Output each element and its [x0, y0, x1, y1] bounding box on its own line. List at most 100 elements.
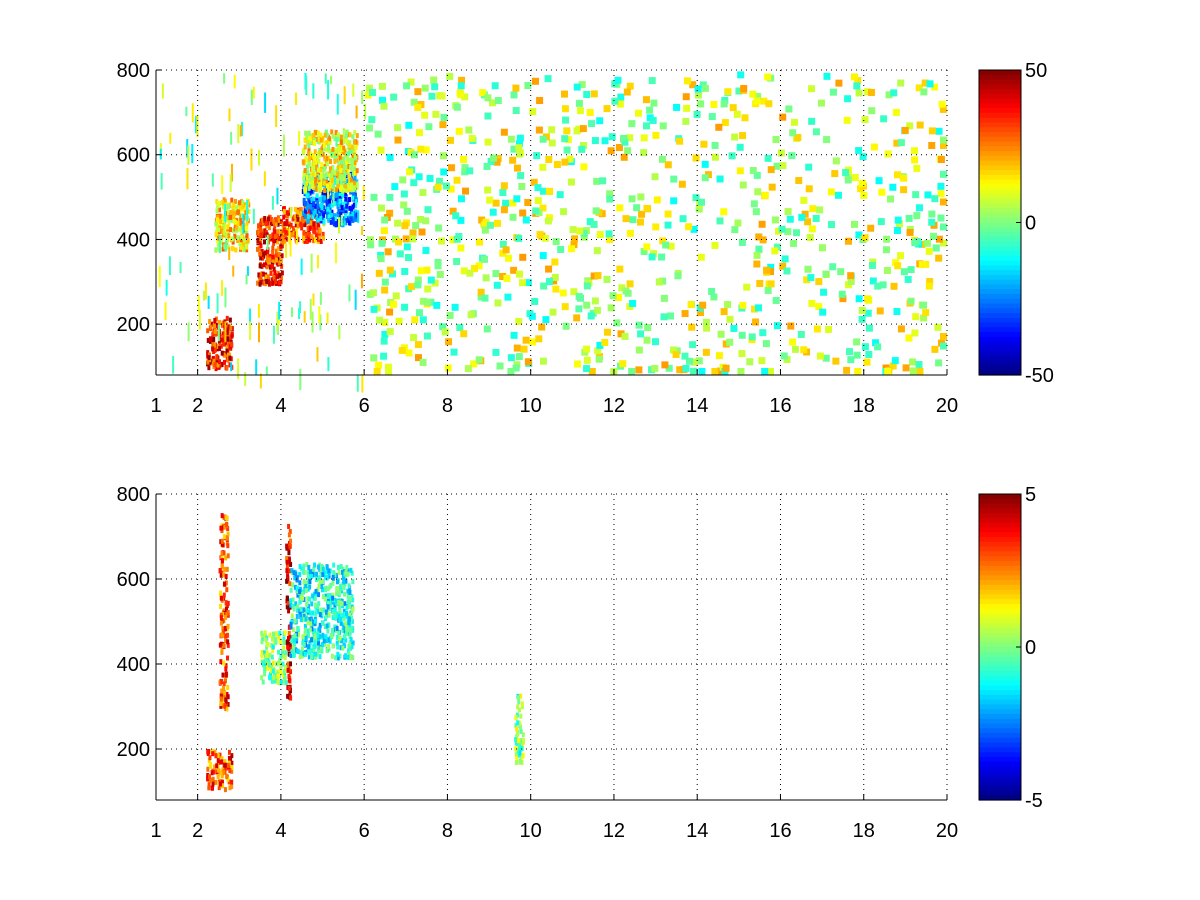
- heat-cell: [226, 543, 230, 549]
- heat-cell: [318, 182, 322, 188]
- heat-cell: [539, 135, 547, 143]
- heat-cell: [320, 180, 324, 186]
- heat-cell: [865, 350, 873, 358]
- colorbar-segment: [979, 336, 1021, 343]
- heat-cell: [901, 126, 909, 134]
- heat-cell: [542, 316, 550, 324]
- colorbar-segment: [979, 122, 1021, 128]
- heat-cell: [619, 360, 627, 368]
- heat-cell: [179, 262, 182, 274]
- heat-cell: [784, 208, 792, 216]
- heat-cell: [327, 144, 331, 150]
- heat-cell: [312, 154, 316, 160]
- heat-cell: [297, 210, 301, 216]
- heat-cell: [721, 119, 729, 127]
- heat-cell: [346, 151, 350, 157]
- heat-cell: [586, 108, 594, 116]
- heat-cell: [207, 352, 211, 358]
- colorbar-segment: [979, 594, 1021, 600]
- heat-cell: [260, 639, 264, 645]
- colorbar-tick-label: 50: [1025, 60, 1047, 82]
- heat-cell: [325, 161, 329, 167]
- heat-cell: [323, 641, 327, 647]
- heat-cell: [319, 173, 323, 179]
- heat-cell: [280, 219, 284, 225]
- heat-cell: [355, 168, 359, 174]
- heat-cell: [843, 116, 851, 124]
- heat-cell: [333, 572, 337, 578]
- heat-cell: [637, 218, 645, 226]
- heat-cell: [711, 241, 719, 249]
- heat-cell: [318, 622, 322, 628]
- heat-cell: [187, 322, 190, 342]
- heat-cell: [346, 593, 350, 599]
- heat-cell: [318, 575, 322, 581]
- heat-cell: [334, 242, 337, 264]
- heat-cell: [348, 633, 352, 639]
- heat-cell: [453, 176, 461, 184]
- x-tick-label: 12: [603, 395, 625, 417]
- heat-cell: [768, 183, 776, 191]
- heat-cell: [316, 632, 320, 638]
- heat-cell: [304, 616, 308, 622]
- heat-cell: [439, 152, 447, 160]
- heat-cell: [236, 220, 240, 226]
- heat-cell: [414, 276, 422, 284]
- heat-cell: [313, 172, 317, 178]
- heat-cell: [292, 570, 296, 576]
- heat-cell: [514, 746, 518, 752]
- heat-cell: [583, 345, 591, 353]
- heat-cell: [518, 279, 526, 287]
- heat-cell: [739, 132, 747, 140]
- heat-cell: [922, 309, 930, 317]
- heat-cell: [827, 221, 835, 229]
- heat-cell: [324, 192, 328, 198]
- heat-cell: [875, 177, 883, 185]
- heat-cell: [321, 190, 325, 196]
- heat-cell: [575, 99, 583, 107]
- colorbar-segment: [979, 289, 1021, 295]
- heat-cell: [609, 292, 617, 300]
- heat-cell: [310, 220, 314, 226]
- heat-cell: [642, 96, 650, 104]
- colorbar-segment: [979, 189, 1021, 195]
- heat-cell: [423, 266, 431, 274]
- heat-cell: [510, 331, 518, 339]
- y-tick-label: 800: [117, 60, 150, 82]
- heat-cell: [291, 645, 295, 651]
- heat-cell: [272, 237, 276, 243]
- heat-cell: [339, 564, 343, 570]
- heat-cell: [219, 659, 223, 665]
- heat-cell: [606, 236, 614, 244]
- heat-cell: [219, 572, 223, 578]
- heat-cell: [343, 628, 347, 634]
- heat-cell: [272, 639, 276, 645]
- heat-cell: [339, 583, 343, 589]
- heat-cell: [219, 703, 223, 709]
- heat-cell: [606, 195, 614, 203]
- heat-cell: [332, 186, 336, 192]
- heat-cell: [855, 147, 863, 155]
- colorbar-segment: [979, 317, 1021, 324]
- heat-cell: [218, 759, 222, 765]
- heat-cell: [492, 348, 500, 356]
- heat-cell: [502, 199, 510, 207]
- heat-cell: [561, 90, 569, 98]
- heat-cell: [226, 694, 230, 700]
- heat-cell: [290, 638, 294, 644]
- heat-cell: [344, 133, 348, 139]
- heat-cell: [336, 171, 340, 177]
- heat-cell: [262, 280, 266, 286]
- heat-cell: [224, 663, 228, 669]
- heat-cell: [322, 180, 326, 186]
- heat-cell: [322, 638, 326, 644]
- colorbar-segment: [979, 355, 1021, 362]
- heat-cell: [352, 83, 355, 97]
- heat-cell: [844, 176, 852, 184]
- heat-cell: [694, 91, 702, 99]
- colorbar-segment: [979, 365, 1021, 371]
- heat-cell: [939, 105, 947, 113]
- heat-cell: [228, 317, 232, 323]
- heat-cell: [635, 346, 643, 354]
